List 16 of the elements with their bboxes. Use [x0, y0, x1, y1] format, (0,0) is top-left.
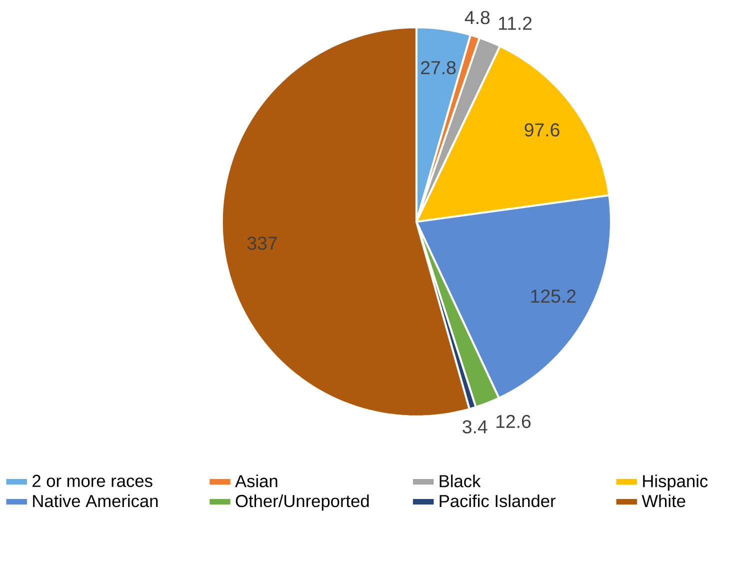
legend-label: Black [440, 474, 481, 488]
legend-label: Native American [33, 494, 158, 508]
legend-label: Other/Unreported [236, 494, 369, 511]
data-label: 27.8 [421, 61, 456, 74]
data-label: 97.6 [524, 123, 560, 136]
legend-label: Pacific Islander [440, 494, 556, 508]
legend-label: Hispanic [643, 474, 708, 491]
legend-label: 2 or more races [32, 474, 152, 488]
data-label: 12.6 [496, 414, 531, 428]
legend-label: White [642, 494, 686, 508]
data-label: 11.2 [498, 16, 532, 30]
data-label: 3.4 [462, 420, 488, 434]
data-label: 125.2 [531, 290, 576, 303]
data-label: 4.8 [464, 10, 490, 24]
legend-label: Asian [235, 474, 278, 488]
data-label: 337 [247, 236, 277, 250]
